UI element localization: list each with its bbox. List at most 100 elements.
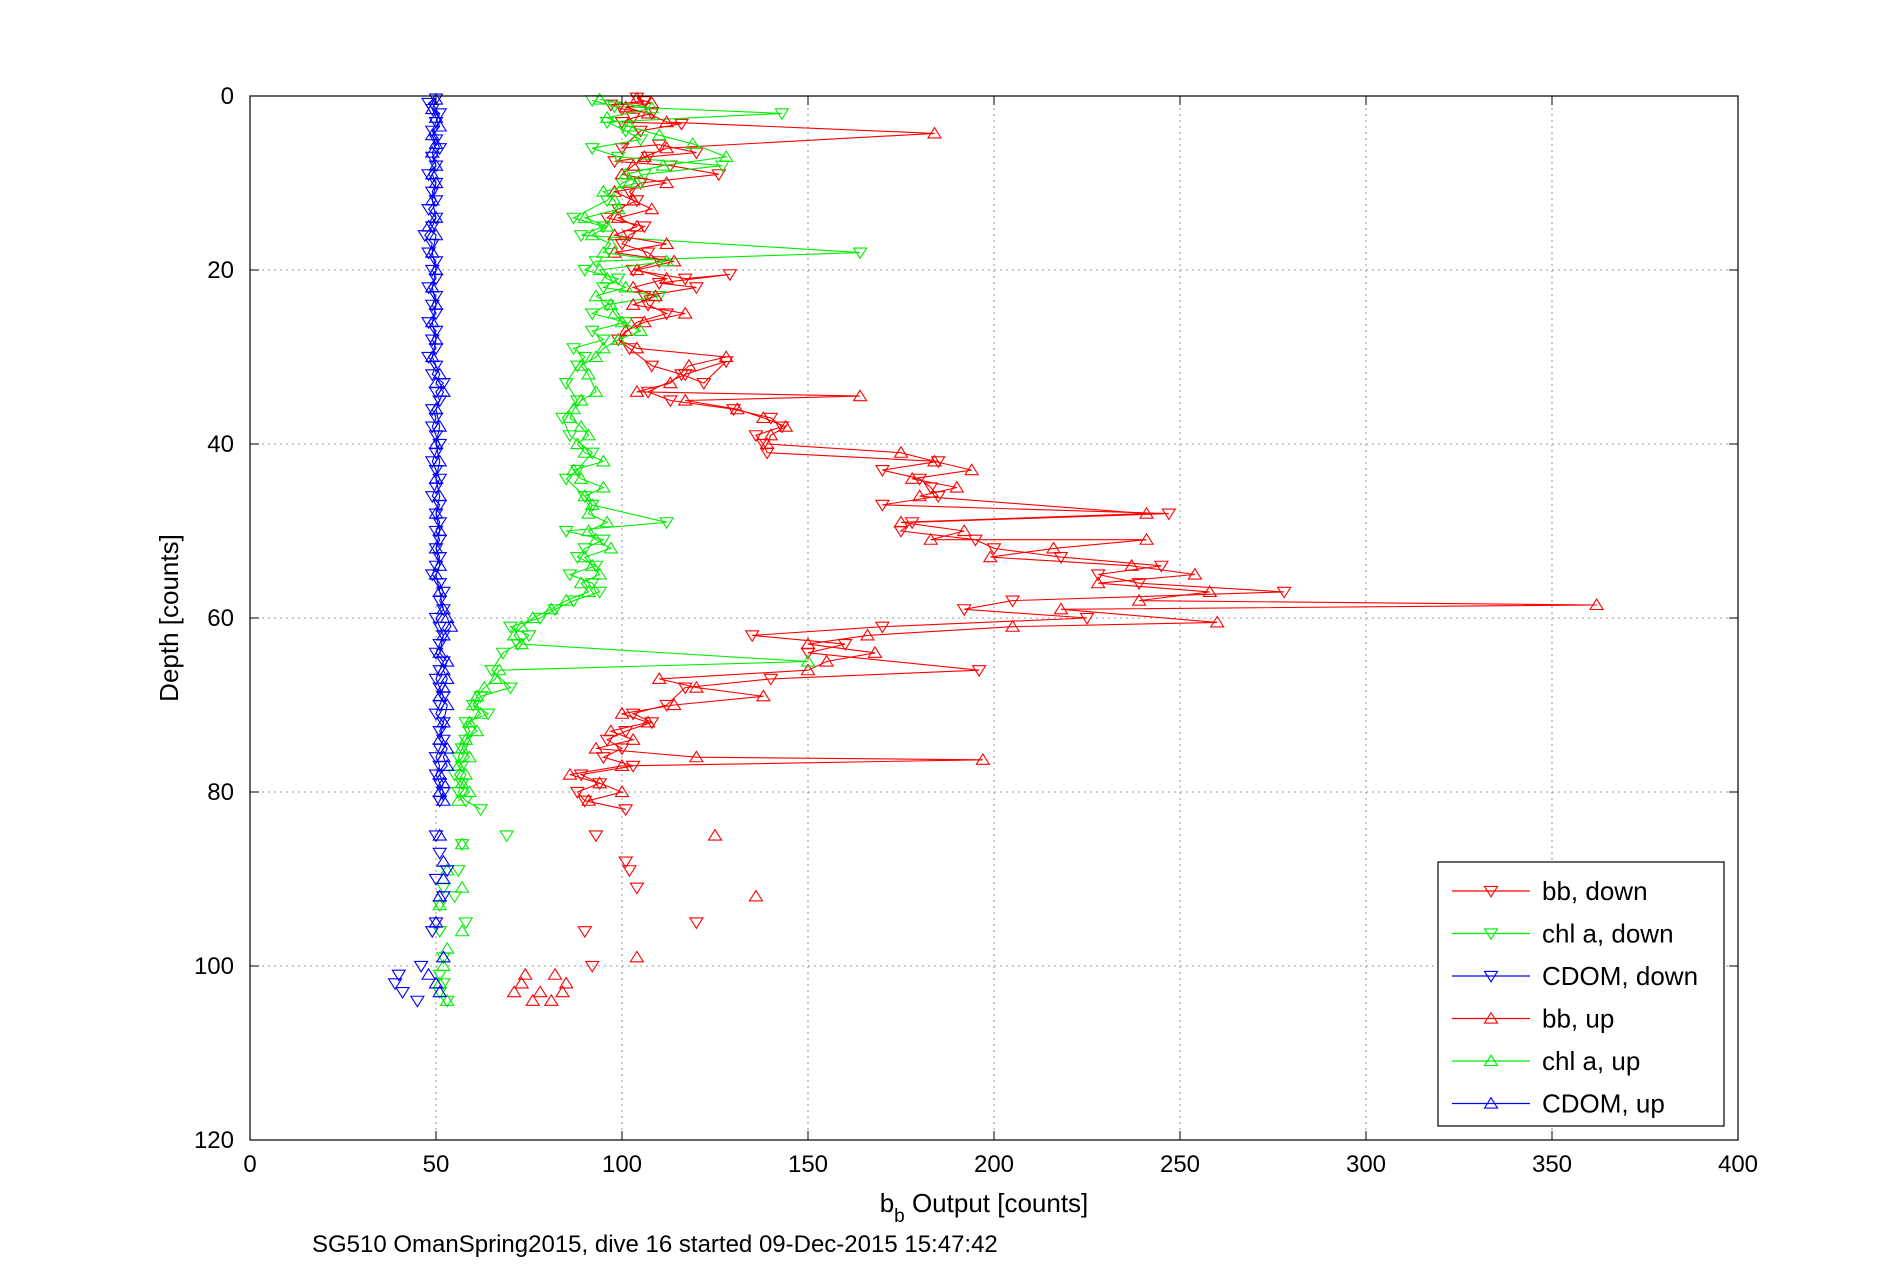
data-point-bb-up xyxy=(607,245,623,258)
data-point-chl-a-up xyxy=(432,898,448,911)
data-point-cdom-up xyxy=(443,619,459,632)
data-point-chl-a-up xyxy=(588,384,604,397)
x-tick-label: 50 xyxy=(423,1151,450,1178)
data-point-bb-down xyxy=(722,269,738,282)
data-point-bb-up xyxy=(681,358,697,371)
data-point-bb-down xyxy=(744,630,760,643)
data-point-bb-up xyxy=(867,645,883,658)
data-point-cdom-down xyxy=(428,917,444,930)
data-point-bb-up xyxy=(592,776,608,789)
data-point-cdom-up xyxy=(432,645,448,658)
data-point-bb-up xyxy=(759,437,775,450)
data-point-chl-a-down xyxy=(495,647,511,660)
data-point-bb-up xyxy=(629,341,645,354)
data-point-bb-up xyxy=(625,193,641,206)
data-point-bb-down xyxy=(618,856,634,869)
data-point-chl-a-up xyxy=(465,698,481,711)
data-point-bb-up xyxy=(629,384,645,397)
data-point-bb-up xyxy=(912,489,928,502)
data-point-chl-a-up xyxy=(488,672,504,685)
data-point-cdom-up xyxy=(428,567,444,580)
data-point-bb-up xyxy=(514,976,530,989)
data-point-bb-up xyxy=(1053,602,1069,615)
x-tick-label: 150 xyxy=(788,1151,828,1178)
data-point-bb-up xyxy=(975,752,991,765)
data-point-chl-a-down xyxy=(599,299,615,312)
data-point-bb-down xyxy=(874,464,890,477)
data-point-bb-up xyxy=(618,100,634,113)
data-point-cdom-up xyxy=(435,602,451,615)
data-point-cdom-up xyxy=(428,376,444,389)
data-point-chl-a-down xyxy=(584,143,600,156)
data-point-chl-a-up xyxy=(581,428,597,441)
series-chl-a-down xyxy=(447,95,868,817)
data-point-chl-a-up xyxy=(573,393,589,406)
data-point-chl-a-up xyxy=(595,454,611,467)
data-point-bb-down xyxy=(696,377,712,390)
data-point-chl-a-up xyxy=(514,637,530,650)
data-point-cdom-down xyxy=(432,847,448,860)
data-point-bb-up xyxy=(607,184,623,197)
data-point-cdom-down xyxy=(421,282,437,295)
data-point-cdom-up xyxy=(428,176,444,189)
data-point-bb-down xyxy=(640,151,656,164)
data-point-cdom-up xyxy=(432,767,448,780)
data-point-cdom-up xyxy=(424,193,440,206)
data-point-bb-up xyxy=(949,480,965,493)
data-point-bb-up xyxy=(1046,541,1062,554)
data-point-bb-up xyxy=(755,411,771,424)
data-point-chl-a-down xyxy=(447,891,463,904)
y-tick-label: 120 xyxy=(194,1127,234,1154)
data-point-bb-up xyxy=(629,91,645,104)
data-point-chl-a-up xyxy=(454,741,470,754)
data-point-bb-down xyxy=(662,395,678,408)
grid xyxy=(250,96,1738,1140)
x-tick-label: 200 xyxy=(974,1151,1014,1178)
data-point-chl-a-down xyxy=(502,682,518,695)
data-point-chl-a-up xyxy=(592,263,608,276)
data-point-chl-a-down xyxy=(439,995,455,1008)
data-point-chl-a-up xyxy=(454,776,470,789)
data-point-chl-a-down xyxy=(458,717,474,730)
data-point-chl-a-up xyxy=(595,184,611,197)
data-point-bb-up xyxy=(647,289,663,302)
data-point-bb-up xyxy=(614,706,630,719)
data-point-chl-a-up xyxy=(800,654,816,667)
data-point-chl-a-up xyxy=(607,193,623,206)
data-point-bb-down xyxy=(625,760,641,773)
data-point-chl-a-up xyxy=(599,271,615,284)
data-point-chl-a-up xyxy=(469,689,485,702)
data-point-cdom-up xyxy=(428,136,444,149)
legend-swatch-marker xyxy=(1483,885,1499,898)
data-point-bb-down xyxy=(755,438,771,451)
data-point-bb-down xyxy=(956,604,972,617)
data-point-bb-up xyxy=(1209,615,1225,628)
data-point-bb-up xyxy=(625,280,641,293)
series-bb-up xyxy=(562,91,1605,806)
data-point-bb-down xyxy=(577,926,593,939)
data-point-cdom-up xyxy=(421,967,437,980)
data-point-chl-a-up xyxy=(514,619,530,632)
legend-label: bb, down xyxy=(1542,876,1648,906)
data-point-bb-down xyxy=(595,752,611,765)
legend-box xyxy=(1437,861,1725,1127)
data-point-cdom-down xyxy=(428,543,444,556)
data-point-bb-up xyxy=(893,445,909,458)
data-point-cdom-up xyxy=(432,558,448,571)
data-point-bb-down xyxy=(659,308,675,321)
y-tick-label: 100 xyxy=(194,953,234,980)
data-point-chl-a-down xyxy=(584,578,600,591)
data-point-cdom-down xyxy=(428,612,444,625)
data-point-chl-a-up xyxy=(506,628,522,641)
data-point-bb-up xyxy=(763,428,779,441)
data-point-bb-down xyxy=(592,778,608,791)
data-point-bb-down xyxy=(573,769,589,782)
data-point-chl-a-down xyxy=(562,569,578,582)
data-point-chl-a-up xyxy=(655,158,671,171)
series-chl-a-up xyxy=(450,92,816,806)
data-point-bb-down xyxy=(1276,586,1292,599)
data-point-chl-a-up xyxy=(581,506,597,519)
data-point-chl-a-down xyxy=(547,604,563,617)
x-tick-label: 300 xyxy=(1346,1151,1386,1178)
data-point-bb-up xyxy=(893,515,909,528)
